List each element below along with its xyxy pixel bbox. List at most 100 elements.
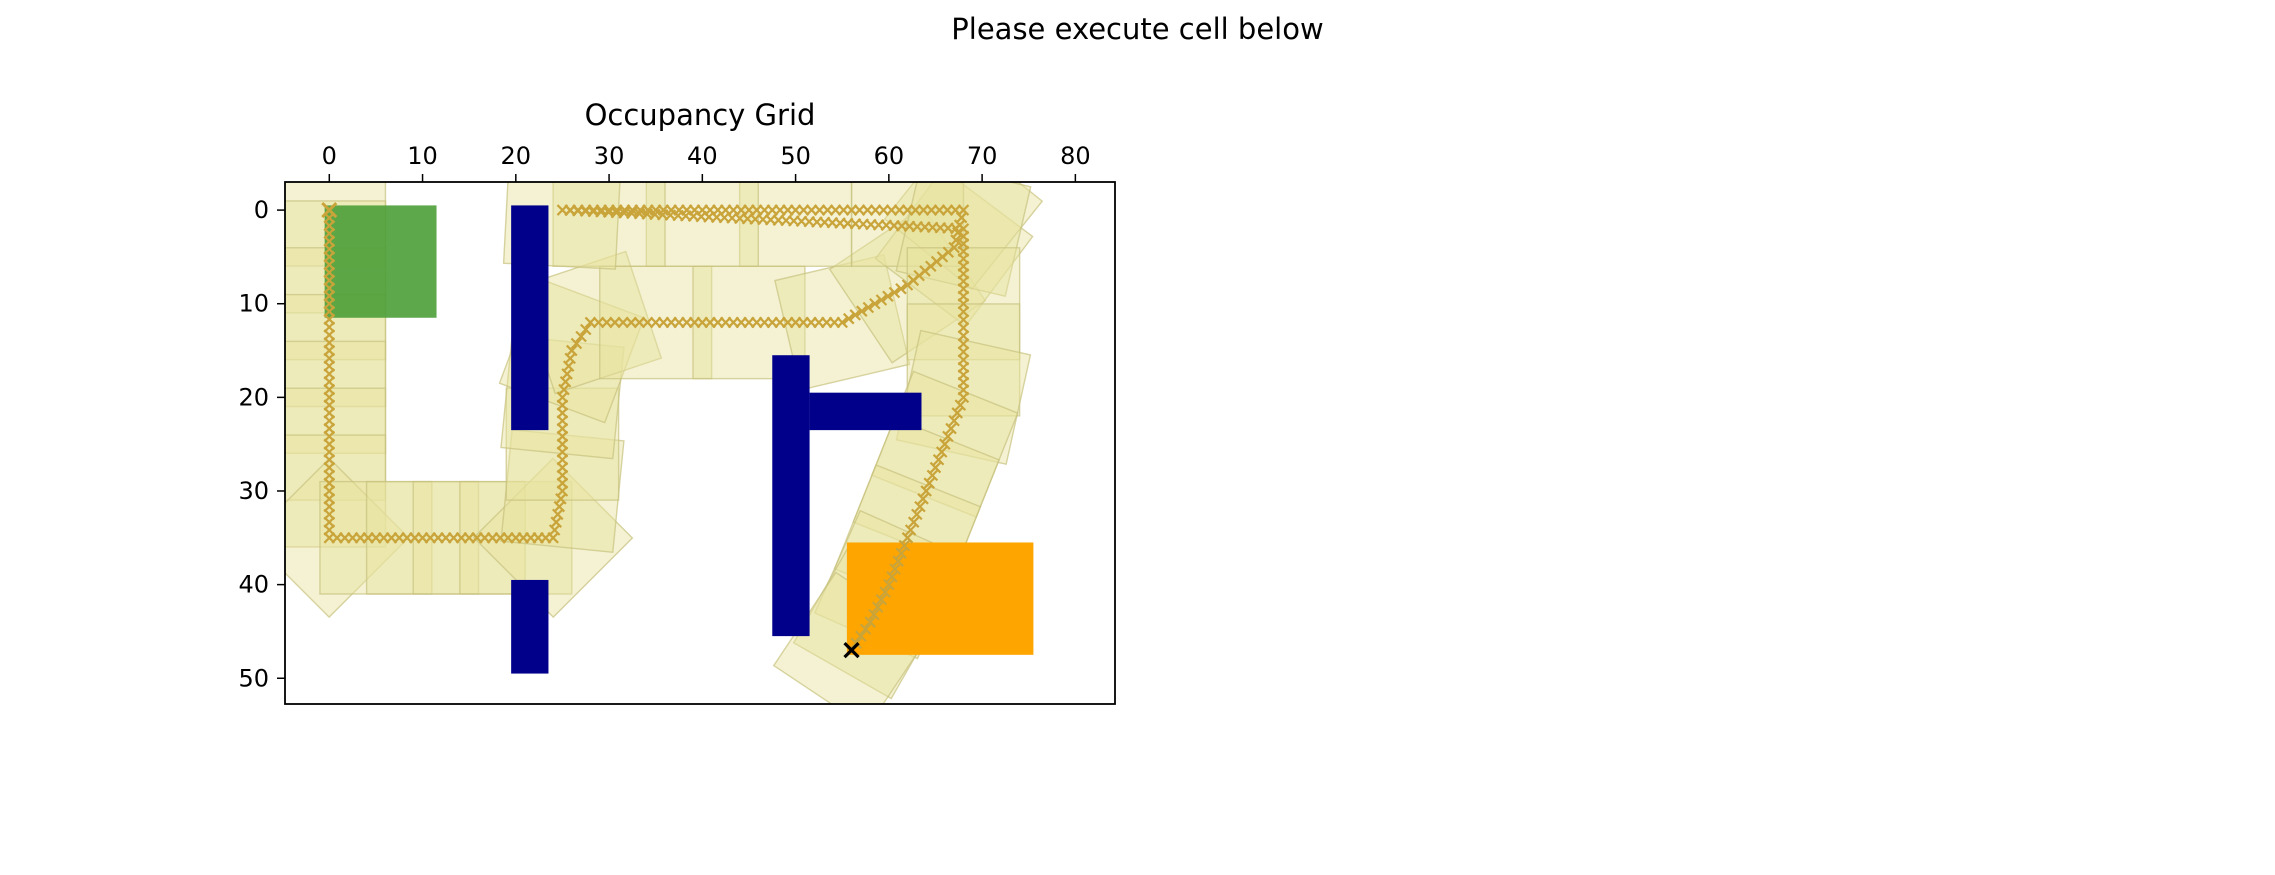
pose-footprint-rect [552, 182, 666, 267]
trajectory-marker [871, 601, 884, 613]
trajectory-marker [849, 309, 862, 321]
start-pose-region [324, 205, 437, 318]
chart-title: Occupancy Grid [585, 98, 816, 132]
trajectory-marker-stroke [575, 330, 587, 343]
trajectory-marker-stroke [552, 508, 564, 521]
trajectory-marker-stroke [558, 383, 570, 396]
trajectory-marker-stroke [917, 493, 929, 505]
trajectory-marker [926, 469, 939, 482]
trajectory-marker-stroke [548, 524, 561, 536]
trajectory-marker [932, 453, 945, 466]
trajectory-marker-stroke [948, 241, 960, 254]
trajectory-marker [842, 312, 855, 325]
plot-area [285, 182, 1044, 704]
trajectory-marker-stroke [579, 323, 592, 336]
trajectory-marker-stroke [564, 352, 576, 365]
trajectory-marker-stroke [869, 297, 881, 310]
trajectory-marker-stroke [555, 493, 567, 505]
x-tick-label: 40 [687, 142, 718, 170]
y-tick-label: 10 [238, 290, 269, 318]
trajectory-marker-stroke [875, 593, 888, 606]
trajectory-marker-stroke [929, 461, 942, 474]
trajectory-marker-stroke [850, 637, 862, 649]
trajectory-marker-stroke [849, 309, 862, 321]
trajectory-marker [942, 430, 954, 443]
pose-footprint [552, 182, 666, 267]
trajectory-marker-stroke [556, 391, 569, 404]
goal-point-marker [843, 642, 860, 659]
start-point-marker-stroke [321, 202, 338, 219]
trajectory-marker [875, 593, 888, 606]
trajectory-marker-stroke [904, 524, 917, 536]
trajectory-marker [895, 547, 908, 560]
trajectory-marker [917, 493, 929, 505]
trajectory-marker [565, 344, 578, 357]
trajectory-marker-stroke [954, 399, 967, 411]
x-tick-label: 80 [1060, 142, 1091, 170]
trajectory-marker-stroke [955, 211, 968, 224]
y-axis: 0 10 20 30 40 50 [238, 196, 285, 692]
trajectory-marker-stroke [942, 430, 954, 443]
trajectory-marker [923, 477, 936, 489]
trajectory-marker [892, 555, 904, 567]
trajectory-marker-stroke [855, 630, 867, 642]
trajectory-marker [920, 485, 932, 497]
obstacle [511, 205, 549, 431]
trajectory-marker-stroke [892, 555, 904, 567]
trajectory-marker [570, 337, 583, 350]
trajectory-marker-stroke [889, 563, 901, 575]
trajectory-marker [954, 399, 967, 411]
trajectory-marker-stroke [868, 608, 880, 621]
trajectory-marker-stroke [932, 453, 945, 466]
trajectory-marker [914, 500, 926, 513]
trajectory-marker-stroke [559, 375, 572, 388]
trajectory-marker [898, 539, 911, 552]
trajectory-marker-stroke [886, 571, 898, 583]
trajectory-marker-stroke [898, 539, 911, 552]
trajectory-marker [864, 616, 876, 628]
trajectory-marker-stroke [950, 234, 962, 246]
trajectory-marker-stroke [895, 547, 908, 560]
trajectory-marker [856, 305, 868, 317]
axes-frame [284, 181, 1116, 705]
trajectory-marker-stroke [871, 601, 884, 613]
trajectory-marker [939, 438, 951, 450]
trajectory-marker-stroke [882, 290, 894, 303]
trajectory-marker [859, 623, 872, 635]
trajectory-marker-stroke [565, 344, 578, 357]
trajectory-marker-stroke [888, 286, 901, 299]
trajectory-marker [911, 508, 923, 521]
trajectory-marker-stroke [562, 360, 575, 372]
trajectory-marker [945, 422, 957, 435]
trajectory-marker [888, 286, 901, 299]
trajectory-marker [935, 446, 948, 458]
trajectory-marker-stroke [920, 485, 932, 497]
trajectory-marker [889, 563, 901, 575]
trajectory-marker-stroke [948, 414, 960, 427]
trajectory-marker [951, 407, 964, 419]
trajectory-marker-stroke [842, 312, 855, 325]
trajectory-marker-stroke [957, 391, 970, 404]
trajectory-marker-stroke [911, 508, 923, 521]
trajectory-marker [895, 282, 907, 295]
trajectory-marker-stroke [914, 500, 926, 513]
trajectory-marker-stroke [561, 368, 573, 380]
trajectory-marker [948, 414, 960, 427]
obstacle [809, 392, 922, 431]
x-axis: 0 10 20 30 40 50 60 70 80 [322, 142, 1091, 182]
x-tick-label: 10 [407, 142, 438, 170]
trajectory-marker [929, 461, 942, 474]
goal-point-marker-stroke [843, 642, 860, 659]
x-tick-label: 70 [967, 142, 998, 170]
trajectory-marker-stroke [945, 422, 957, 435]
trajectory-marker [883, 578, 895, 591]
trajectory-marker [875, 294, 888, 306]
x-tick-label: 0 [322, 142, 337, 170]
obstacle [511, 579, 549, 674]
y-tick-label: 20 [238, 383, 269, 411]
trajectory-marker [868, 608, 880, 621]
trajectory-marker [886, 571, 898, 583]
y-tick-label: 50 [238, 664, 269, 692]
trajectory-marker-stroke [907, 516, 920, 528]
